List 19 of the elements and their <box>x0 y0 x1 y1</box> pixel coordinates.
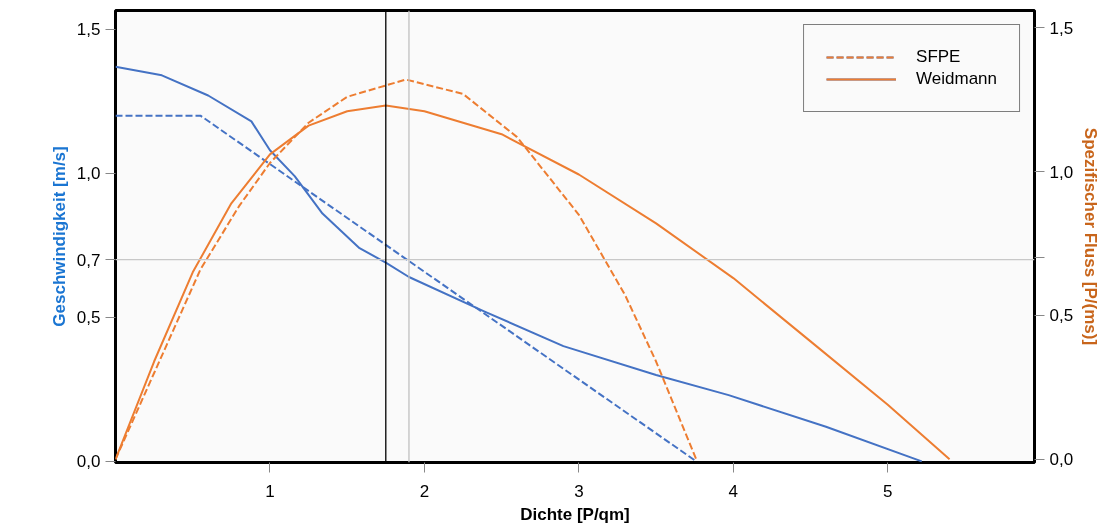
y2-tick-label: 0,0 <box>1049 450 1074 470</box>
y2-tick-label: 1,0 <box>1049 162 1074 182</box>
y-tick-label: 0,7 <box>76 250 101 270</box>
x-tick-label: 2 <box>419 481 430 501</box>
legend-label: Weidmann <box>916 69 997 89</box>
y-tick-label: 1,0 <box>76 164 101 184</box>
x-tick-label: 5 <box>883 481 893 501</box>
y-tick-label: 0,5 <box>76 308 101 328</box>
y2-axis-title: Spezifischer Fluss [P/(ms)] <box>1081 127 1101 346</box>
y2-tick-label: 1,5 <box>1049 18 1074 38</box>
y-tick-label: 1,5 <box>76 20 101 40</box>
x-tick-label: 1 <box>265 481 275 501</box>
y-tick-label: 0,0 <box>76 452 101 472</box>
x-tick-label: 4 <box>728 481 739 501</box>
y2-tick-label: 0,5 <box>1049 306 1074 326</box>
x-axis-title: Dichte [P/qm] <box>520 504 630 524</box>
x-tick-label: 3 <box>574 481 584 501</box>
legend-label: SFPE <box>916 47 961 67</box>
y-axis-title: Geschwindigkeit [m/s] <box>49 146 69 327</box>
